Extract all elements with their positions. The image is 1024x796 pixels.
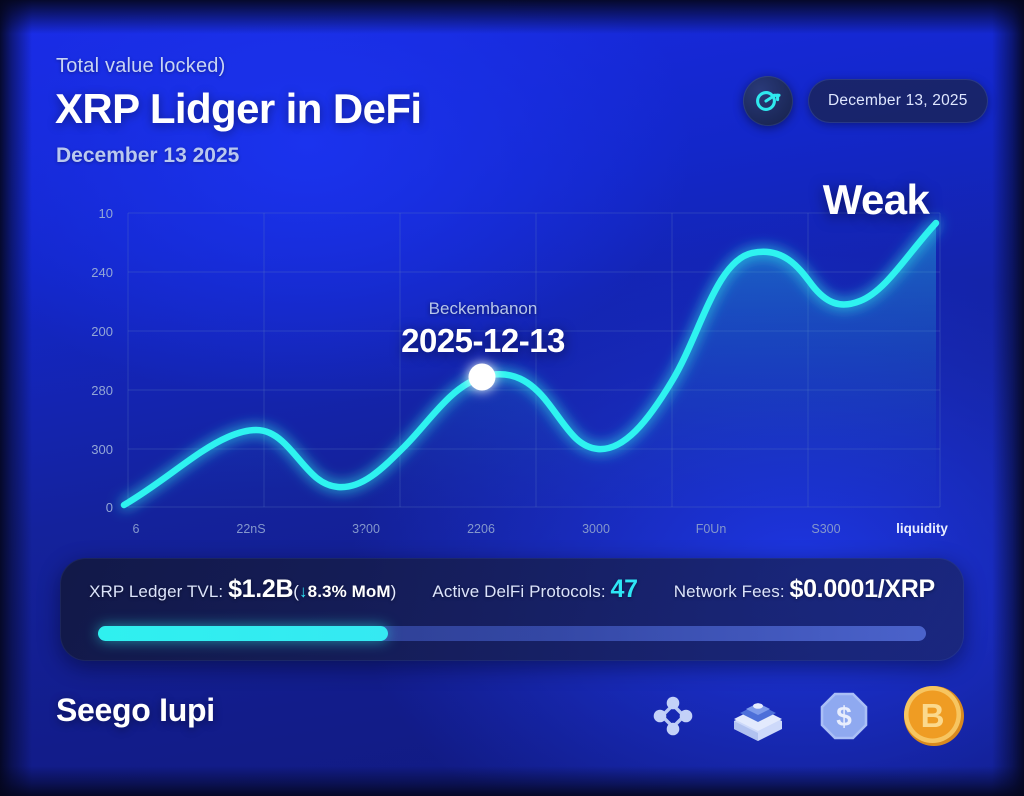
chart-x-axis-labels: 6 22nS 3?00 2206 3000 F0Un S300 liquidit… [133, 521, 949, 536]
x-tick: F0Un [696, 522, 727, 536]
stats-row: XRP Ledger TVL: $1.2B(↓8.3% MoM) Active … [60, 558, 964, 620]
progress-bar-fill [98, 626, 388, 641]
tvl-line-chart: 10 240 200 280 300 0 6 22nS 3?00 2206 30… [0, 185, 1024, 540]
x-tick: 22nS [236, 522, 265, 536]
stat-active-defi-protocols: Active DelFi Protocols: 47 [432, 574, 639, 604]
marker-sublabel: Beckembanon [428, 299, 538, 318]
stat-label: Active DelFi Protocols: [432, 581, 606, 601]
stat-value: $1.2B [228, 574, 294, 603]
y-tick: 200 [91, 324, 113, 339]
stat-label: XRP Ledger TVL: [89, 581, 224, 601]
x-tick: 2206 [467, 522, 495, 536]
crypto-ring-logo-icon [743, 76, 793, 126]
stat-delta: 8.3% MoM [307, 581, 391, 601]
y-tick: 300 [91, 442, 113, 457]
svg-text:B: B [921, 697, 945, 734]
network-nodes-icon [646, 689, 700, 743]
down-arrow-icon: ↓ [299, 581, 308, 601]
subtitle-date: December 13 2025 [56, 144, 240, 167]
footer-icon-row: $ B [646, 682, 968, 750]
stat-value: 47 [610, 574, 639, 603]
stats-panel: XRP Ledger TVL: $1.2B(↓8.3% MoM) Active … [60, 558, 964, 661]
marker-date-label: 2025-12-13 [401, 322, 565, 359]
chart-area-fill [124, 223, 936, 507]
chart-marker-dot [468, 363, 496, 391]
x-tick: 6 [133, 522, 140, 536]
bitcoin-coin-icon: B [900, 682, 968, 750]
page-title: XRP Lidger in DeFi [55, 85, 422, 132]
y-tick: 0 [106, 500, 113, 515]
stat-network-fees: Network Fees: $0.0001/XRP [674, 575, 935, 604]
dollar-coin-icon: $ [816, 688, 872, 744]
footer-brand-text: Seego Iupi [56, 692, 215, 728]
svg-text:$: $ [836, 701, 852, 732]
y-tick: 280 [91, 383, 113, 398]
trend-annotation: Weak [822, 176, 930, 223]
stat-label: Network Fees: [673, 581, 785, 601]
stacked-layers-icon [728, 689, 788, 743]
date-badge-label: December 13, 2025 [828, 92, 968, 109]
x-tick: 3000 [582, 522, 610, 536]
stat-value: $0.0001/XRP [789, 574, 935, 603]
progress-bar-track[interactable] [98, 626, 926, 641]
chart-y-axis-labels: 10 240 200 280 300 0 [91, 206, 113, 515]
date-badge[interactable]: December 13, 2025 [808, 79, 988, 123]
x-tick: liquidity [896, 521, 948, 536]
stat-xrp-ledger-tvl: XRP Ledger TVL: $1.2B(↓8.3% MoM) [89, 574, 397, 603]
chart-line [120, 219, 940, 509]
y-tick: 10 [99, 206, 113, 221]
x-tick: 3?00 [352, 522, 380, 536]
y-tick: 240 [91, 265, 113, 280]
kicker-text: Total value locked) [56, 55, 226, 77]
x-tick: S300 [811, 522, 840, 536]
